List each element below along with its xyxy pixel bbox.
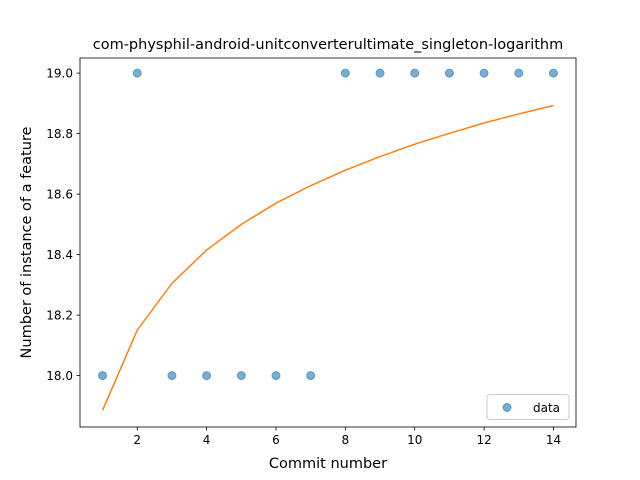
data-point	[548, 68, 558, 78]
data-point	[375, 68, 385, 78]
x-tick-label: 8	[342, 433, 350, 447]
legend-marker	[502, 403, 512, 412]
x-axis: 2 4 6 8 10 12 14	[133, 427, 561, 447]
legend: data	[486, 394, 570, 420]
data-point	[271, 371, 281, 381]
y-tick-label: 18.8	[46, 127, 73, 141]
y-axis-label: Number of instance of a feature	[19, 126, 35, 358]
x-tick-label: 10	[407, 433, 422, 447]
y-axis: 18.0 18.2 18.4 18.6 18.8 19.0	[46, 66, 80, 383]
data-point	[306, 371, 316, 381]
x-axis-label: Commit number	[269, 456, 387, 472]
data-point	[132, 68, 142, 78]
x-tick-label: 2	[133, 433, 141, 447]
fit-line	[101, 104, 554, 411]
legend-label: data	[533, 401, 560, 415]
x-tick-label: 6	[272, 433, 280, 447]
data-point	[167, 371, 177, 381]
data-point	[340, 68, 350, 78]
y-tick-label: 18.6	[46, 187, 73, 201]
y-tick-label: 18.0	[46, 369, 73, 383]
x-tick-label: 4	[203, 433, 211, 447]
y-tick-label: 19.0	[46, 66, 73, 80]
y-tick-label: 18.2	[46, 308, 73, 322]
data-point	[236, 371, 246, 381]
data-point	[410, 68, 420, 78]
plot-frame	[79, 57, 577, 428]
chart-title: com-physphil-android-unitconverterultima…	[93, 37, 564, 53]
data-point	[98, 371, 108, 381]
plot-area	[98, 68, 558, 411]
y-tick-label: 18.4	[46, 248, 73, 262]
data-point	[514, 68, 524, 78]
x-tick-label: 14	[546, 433, 561, 447]
x-tick-label: 12	[476, 433, 491, 447]
data-point	[444, 68, 454, 78]
legend-box	[486, 394, 570, 420]
data-point	[479, 68, 489, 78]
data-point	[202, 371, 212, 381]
